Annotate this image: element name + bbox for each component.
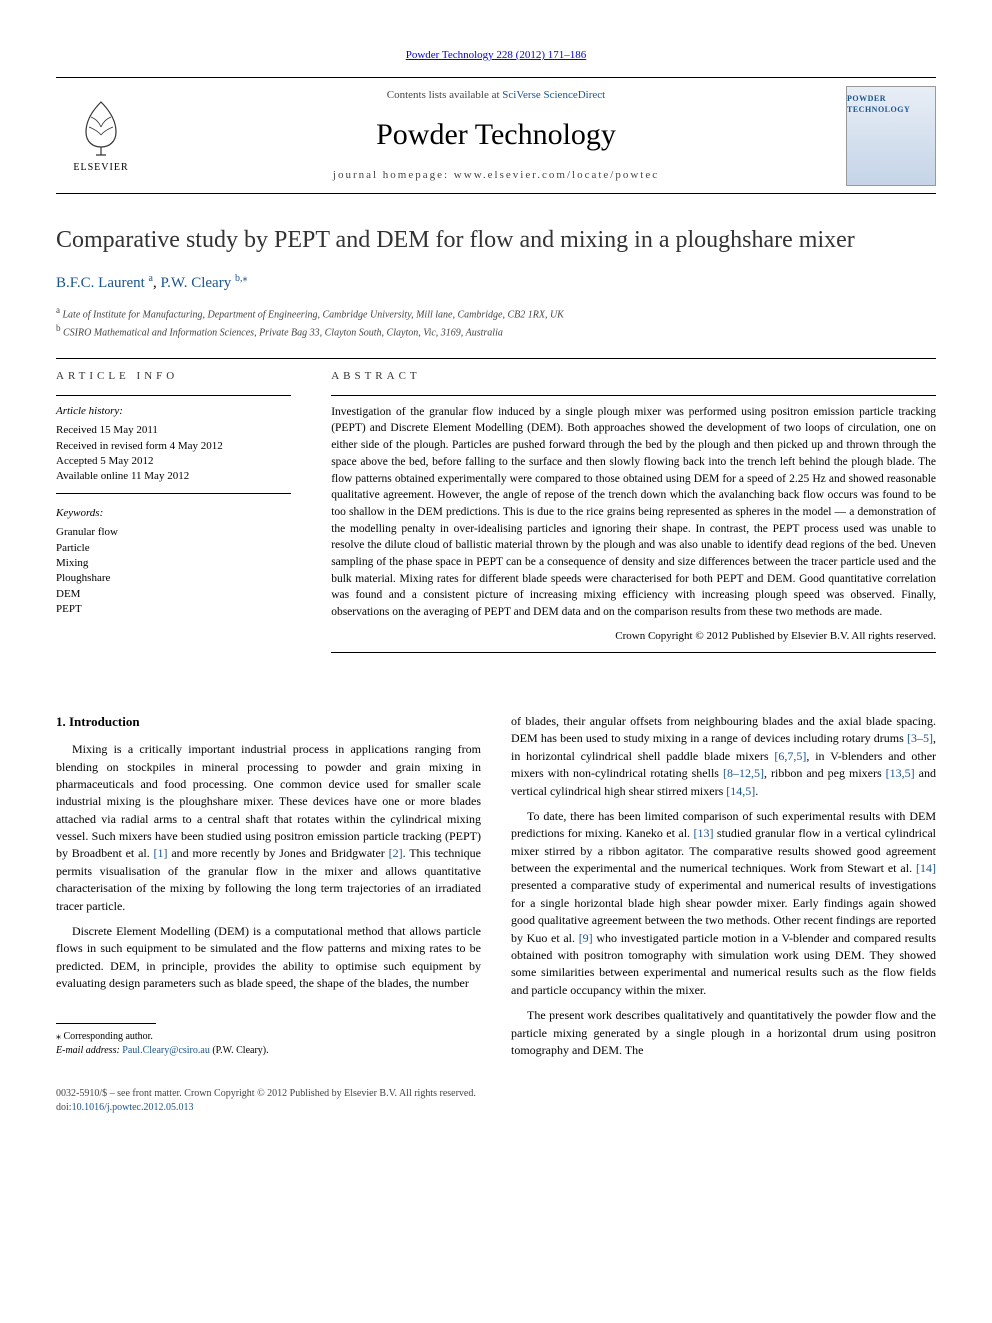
body-two-col: 1. Introduction Mixing is a critically i… xyxy=(56,713,936,1067)
aff-b-text: CSIRO Mathematical and Information Scien… xyxy=(61,327,503,338)
history-title: Article history: xyxy=(56,404,291,419)
footnote-rule xyxy=(56,1023,156,1024)
divider xyxy=(56,358,936,359)
history-received: Received 15 May 2011 xyxy=(56,423,291,438)
body-section: 1. Introduction Mixing is a critically i… xyxy=(56,713,936,1067)
header-citation: Powder Technology 228 (2012) 171–186 xyxy=(56,48,936,63)
journal-title: Powder Technology xyxy=(146,114,846,156)
ref-3-5[interactable]: [3–5] xyxy=(907,731,933,745)
affiliation-a: a Late of Institute for Manufacturing, D… xyxy=(56,304,936,322)
abstract-text: Investigation of the granular flow induc… xyxy=(331,395,936,621)
footnote-block: ⁎ Corresponding author. E-mail address: … xyxy=(56,1030,481,1058)
abstract-label: abstract xyxy=(331,369,936,384)
ref-1[interactable]: [1] xyxy=(154,846,168,860)
ref-2[interactable]: [2] xyxy=(389,846,403,860)
footer-doi: doi:10.1016/j.powtec.2012.05.013 xyxy=(56,1101,936,1115)
authors-line: B.F.C. Laurent a, P.W. Cleary b,⁎ xyxy=(56,272,936,294)
ref-6-7-5[interactable]: [6,7,5] xyxy=(774,749,806,763)
keyword-1: Granular flow xyxy=(56,525,291,540)
body-p4: To date, there has been limited comparis… xyxy=(511,808,936,999)
keyword-4: Ploughshare xyxy=(56,571,291,586)
affiliation-b: b CSIRO Mathematical and Information Sci… xyxy=(56,322,936,340)
history-revised: Received in revised form 4 May 2012 xyxy=(56,439,291,454)
p3f: . xyxy=(755,784,758,798)
footnote-email[interactable]: Paul.Cleary@csiro.au xyxy=(122,1045,210,1056)
info-abstract-row: article info Article history: Received 1… xyxy=(56,369,936,653)
body-left-col: 1. Introduction Mixing is a critically i… xyxy=(56,713,481,1067)
footer-block: 0032-5910/$ – see front matter. Crown Co… xyxy=(56,1087,936,1115)
ref-14-5[interactable]: [14,5] xyxy=(726,784,755,798)
citation-link[interactable]: Powder Technology 228 (2012) 171–186 xyxy=(406,49,587,61)
contents-line: Contents lists available at SciVerse Sci… xyxy=(146,88,846,103)
p3a: of blades, their angular offsets from ne… xyxy=(511,714,936,745)
keyword-3: Mixing xyxy=(56,556,291,571)
p3d: , ribbon and peg mixers xyxy=(764,766,886,780)
contents-prefix: Contents lists available at xyxy=(387,89,502,101)
article-title: Comparative study by PEPT and DEM for fl… xyxy=(56,224,936,258)
body-p5: The present work describes qualitatively… xyxy=(511,1007,936,1059)
publisher-name: ELSEVIER xyxy=(73,161,128,175)
page-root: Powder Technology 228 (2012) 171–186 ELS… xyxy=(0,0,992,1163)
footer-front-matter: 0032-5910/$ – see front matter. Crown Co… xyxy=(56,1087,936,1101)
author-2[interactable]: P.W. Cleary xyxy=(161,275,235,291)
cover-label: POWDER TECHNOLOGY xyxy=(847,93,935,115)
body-p1: Mixing is a critically important industr… xyxy=(56,741,481,915)
body-p3: of blades, their angular offsets from ne… xyxy=(511,713,936,800)
publisher-logo: ELSEVIER xyxy=(56,86,146,186)
article-info-label: article info xyxy=(56,369,291,384)
keyword-2: Particle xyxy=(56,541,291,556)
elsevier-tree-icon xyxy=(71,97,131,157)
author-1-sup: a xyxy=(149,273,153,284)
abstract-column: abstract Investigation of the granular f… xyxy=(331,369,936,653)
body-p2: Discrete Element Modelling (DEM) is a co… xyxy=(56,923,481,993)
history-accepted: Accepted 5 May 2012 xyxy=(56,454,291,469)
article-info-column: article info Article history: Received 1… xyxy=(56,369,291,653)
ref-14[interactable]: [14] xyxy=(916,861,936,875)
ref-13-5[interactable]: [13,5] xyxy=(886,766,915,780)
keywords-block: Keywords: Granular flow Particle Mixing … xyxy=(56,506,291,618)
abstract-copyright: Crown Copyright © 2012 Published by Else… xyxy=(331,629,936,653)
intro-heading: 1. Introduction xyxy=(56,713,481,731)
footnote-email-line: E-mail address: Paul.Cleary@csiro.au (P.… xyxy=(56,1044,481,1058)
doi-label: doi: xyxy=(56,1102,72,1113)
masthead: ELSEVIER Contents lists available at Sci… xyxy=(56,77,936,194)
author-1[interactable]: B.F.C. Laurent xyxy=(56,275,149,291)
keyword-5: DEM xyxy=(56,587,291,602)
journal-homepage: journal homepage: www.elsevier.com/locat… xyxy=(146,168,846,183)
ref-8-12-5[interactable]: [8–12,5] xyxy=(723,766,764,780)
corresponding-marker[interactable]: ⁎ xyxy=(242,273,247,284)
doi-link[interactable]: 10.1016/j.powtec.2012.05.013 xyxy=(72,1102,194,1113)
footnote-corr: ⁎ Corresponding author. xyxy=(56,1030,481,1044)
p1b: and more recently by Jones and Bridgwate… xyxy=(168,846,389,860)
journal-cover-thumbnail: POWDER TECHNOLOGY xyxy=(846,86,936,186)
sciencedirect-link[interactable]: SciVerse ScienceDirect xyxy=(502,89,605,101)
ref-9[interactable]: [9] xyxy=(579,931,593,945)
ref-13[interactable]: [13] xyxy=(693,826,713,840)
affiliations: a Late of Institute for Manufacturing, D… xyxy=(56,304,936,341)
body-right-col: of blades, their angular offsets from ne… xyxy=(511,713,936,1067)
keywords-title: Keywords: xyxy=(56,506,291,521)
aff-a-text: Late of Institute for Manufacturing, Dep… xyxy=(60,309,564,320)
masthead-center: Contents lists available at SciVerse Sci… xyxy=(146,78,846,193)
history-block: Article history: Received 15 May 2011 Re… xyxy=(56,395,291,494)
footnote-email-suffix: (P.W. Cleary). xyxy=(210,1045,269,1056)
footnote-email-label: E-mail address: xyxy=(56,1045,122,1056)
history-online: Available online 11 May 2012 xyxy=(56,469,291,484)
p1a: Mixing is a critically important industr… xyxy=(56,742,481,860)
keyword-6: PEPT xyxy=(56,602,291,617)
